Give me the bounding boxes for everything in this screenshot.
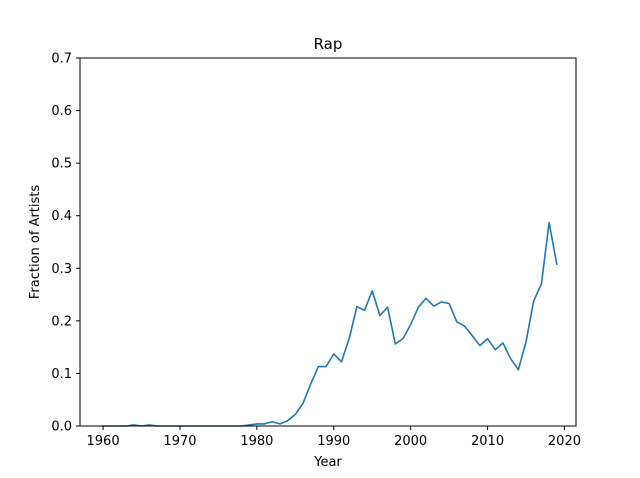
data-point bbox=[517, 368, 520, 371]
data-point bbox=[417, 306, 420, 309]
data-point bbox=[555, 263, 558, 266]
x-tick-label: 2020 bbox=[548, 434, 581, 449]
data-point bbox=[425, 297, 428, 300]
data-point bbox=[378, 314, 381, 317]
data-point bbox=[355, 305, 358, 308]
data-point bbox=[478, 344, 481, 347]
data-point bbox=[371, 289, 374, 292]
data-point bbox=[263, 422, 266, 425]
data-point bbox=[340, 360, 343, 363]
data-point bbox=[471, 334, 474, 337]
y-tick-label: 0.3 bbox=[51, 262, 72, 277]
data-point bbox=[494, 348, 497, 351]
data-point bbox=[432, 305, 435, 308]
x-tick-label: 1980 bbox=[240, 434, 273, 449]
x-axis-label: Year bbox=[313, 455, 342, 470]
data-point bbox=[455, 320, 458, 323]
data-point bbox=[278, 422, 281, 425]
data-point bbox=[440, 300, 443, 303]
data-point bbox=[271, 420, 274, 423]
data-point bbox=[532, 299, 535, 302]
y-tick-label: 0.4 bbox=[51, 209, 72, 224]
x-tick-label: 2000 bbox=[394, 434, 427, 449]
x-tick-label: 1970 bbox=[163, 434, 196, 449]
data-point bbox=[394, 342, 397, 345]
data-point bbox=[463, 325, 466, 328]
y-tick-label: 0.0 bbox=[51, 420, 72, 435]
data-point bbox=[325, 365, 328, 368]
x-tick-label: 1960 bbox=[87, 434, 120, 449]
y-tick-label: 0.2 bbox=[51, 314, 72, 329]
data-point bbox=[294, 413, 297, 416]
data-point bbox=[501, 341, 504, 344]
data-point bbox=[525, 340, 528, 343]
data-point bbox=[409, 323, 412, 326]
data-point bbox=[348, 337, 351, 340]
data-point bbox=[332, 352, 335, 355]
x-tick-label: 2010 bbox=[471, 434, 504, 449]
axis-ticks: 1960 1970 1980 1990 2000 2010 2020 0.0 0.1 0.2 0.3… bbox=[51, 52, 581, 450]
data-point bbox=[317, 365, 320, 368]
x-tick-label: 1990 bbox=[317, 434, 350, 449]
data-point bbox=[548, 221, 551, 224]
y-tick-label: 0.6 bbox=[51, 104, 72, 119]
data-point bbox=[363, 309, 366, 312]
data-point bbox=[255, 422, 258, 425]
data-point bbox=[309, 382, 312, 385]
data-point bbox=[540, 283, 543, 286]
data-point bbox=[302, 402, 305, 405]
data-point bbox=[386, 306, 389, 309]
y-tick-label: 0.5 bbox=[51, 157, 72, 172]
y-tick-label: 0.1 bbox=[51, 367, 72, 382]
data-point bbox=[401, 337, 404, 340]
plot-frame bbox=[79, 57, 577, 427]
chart-title: Rap bbox=[314, 35, 343, 53]
data-point bbox=[448, 302, 451, 305]
data-point bbox=[286, 419, 289, 422]
y-tick-label: 0.7 bbox=[51, 52, 72, 67]
data-point bbox=[486, 337, 489, 340]
data-point bbox=[509, 357, 512, 360]
y-axis-label: Fraction of Artists bbox=[28, 185, 43, 300]
